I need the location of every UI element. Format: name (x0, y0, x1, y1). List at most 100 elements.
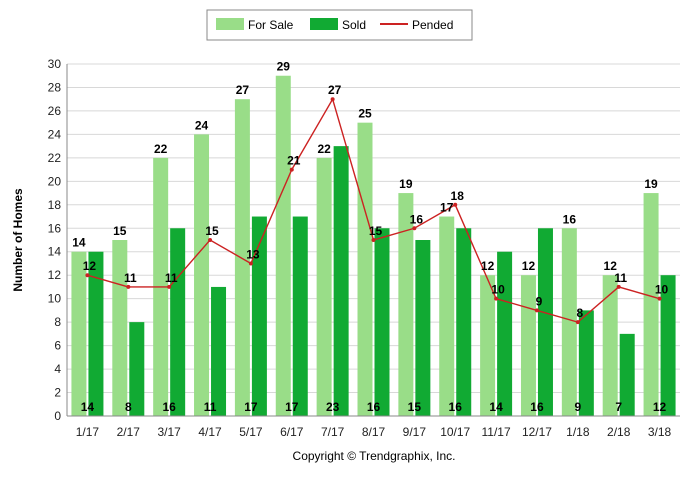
for-sale-value-label: 29 (277, 60, 291, 74)
y-tick-label: 14 (48, 245, 62, 259)
pended-point (126, 284, 131, 289)
sold-value-label: 17 (285, 400, 299, 414)
y-tick-label: 2 (54, 386, 61, 400)
y-tick-label: 20 (48, 174, 62, 188)
bar-sold (497, 251, 513, 416)
x-tick-label: 1/17 (76, 425, 100, 439)
x-tick-label: 1/18 (566, 425, 590, 439)
pended-point (85, 273, 90, 278)
sold-value-label: 17 (244, 400, 258, 414)
bar-sold (374, 228, 390, 416)
sold-value-label: 14 (489, 400, 503, 414)
x-tick-label: 9/17 (403, 425, 427, 439)
y-tick-label: 8 (54, 315, 61, 329)
bar-sold (415, 240, 431, 416)
bar-sold (537, 228, 553, 416)
y-tick-label: 26 (48, 104, 62, 118)
pended-point (657, 296, 662, 301)
pended-point (208, 238, 213, 242)
for-sale-value-label: 22 (154, 142, 168, 156)
sold-value-label: 23 (326, 400, 340, 414)
pended-point (330, 97, 335, 102)
bar-sold (660, 275, 676, 416)
bar-for-sale (643, 193, 659, 416)
pended-value-label: 13 (246, 247, 260, 261)
legend-label-for-sale: For Sale (248, 18, 294, 32)
for-sale-value-label: 19 (399, 177, 413, 191)
pended-point (167, 284, 172, 289)
bar-for-sale (357, 122, 373, 417)
pended-point (534, 308, 539, 313)
sold-value-label: 12 (653, 400, 667, 414)
bar-for-sale (520, 275, 536, 416)
sold-value-label: 16 (162, 400, 176, 414)
pended-point (453, 202, 458, 207)
for-sale-value-label: 12 (522, 259, 536, 273)
x-tick-label: 3/18 (648, 425, 672, 439)
for-sale-value-label: 27 (236, 83, 250, 97)
pended-point (494, 296, 499, 301)
x-tick-label: 8/17 (362, 425, 386, 439)
pended-value-label: 12 (83, 259, 97, 273)
copyright-footer: Copyright © Trendgraphix, Inc. (293, 449, 456, 463)
for-sale-value-label: 24 (195, 118, 209, 132)
x-tick-label: 11/17 (482, 425, 511, 439)
bar-for-sale (561, 228, 577, 416)
x-tick-label: 2/17 (117, 425, 141, 439)
bar-sold (88, 251, 104, 416)
sold-value-label: 11 (204, 400, 217, 414)
legend-box (206, 9, 473, 41)
x-tick-label: 5/17 (239, 425, 263, 439)
data-labels: 14 14 15 8 22 16 24 11 27 17 29 17 22 23 25 16 19 15 17 16 1… (72, 60, 668, 414)
sold-value-label: 14 (81, 400, 95, 414)
x-tick-label: 2/18 (607, 425, 631, 439)
bar-sold (129, 322, 145, 416)
pended-point (248, 261, 253, 266)
bar-for-sale (234, 99, 250, 416)
y-tick-label: 30 (48, 57, 62, 71)
bar-for-sale (439, 216, 455, 416)
bar-sold (578, 310, 594, 416)
x-tick-label: 4/17 (198, 425, 222, 439)
pended-value-label: 11 (614, 271, 627, 285)
x-tick-label: 6/17 (280, 425, 304, 439)
gridlines (67, 63, 680, 417)
sold-value-label: 8 (125, 400, 132, 414)
x-tick-label: 12/17 (522, 425, 552, 439)
y-tick-label: 18 (48, 198, 62, 212)
bar-for-sale (275, 75, 291, 416)
sold-value-label: 9 (574, 400, 581, 414)
bar-sold (170, 228, 186, 416)
bar-for-sale (194, 134, 210, 416)
pended-point (616, 284, 621, 289)
bar-for-sale (398, 193, 414, 416)
for-sale-value-label: 17 (440, 201, 454, 215)
pended-value-label: 16 (410, 212, 424, 226)
pended-point (412, 226, 417, 231)
y-tick-label: 0 (54, 409, 61, 423)
pended-value-label: 27 (328, 83, 342, 97)
pended-value-label: 11 (165, 271, 178, 285)
x-tick-label: 10/17 (440, 425, 470, 439)
bar-for-sale (316, 157, 332, 416)
y-tick-label: 16 (48, 221, 62, 235)
pended-value-label: 9 (536, 294, 543, 308)
bar-for-sale (71, 251, 87, 416)
pended-value-label: 21 (287, 154, 301, 168)
pended-value-label: 10 (491, 283, 505, 297)
bar-for-sale (602, 275, 618, 416)
pended-point (289, 167, 294, 172)
bar-for-sale (112, 240, 128, 416)
bar-sold (619, 333, 635, 416)
sold-value-label: 15 (408, 400, 422, 414)
for-sale-value-label: 14 (72, 236, 86, 250)
sold-value-label: 16 (530, 400, 544, 414)
sold-value-label: 7 (615, 400, 622, 414)
for-sale-value-label: 25 (358, 107, 372, 121)
for-sale-value-label: 19 (644, 177, 658, 191)
for-sale-value-label: 15 (113, 224, 127, 238)
bar-sold (456, 228, 472, 416)
pended-value-label: 8 (576, 306, 583, 320)
pended-value-label: 18 (451, 189, 465, 203)
